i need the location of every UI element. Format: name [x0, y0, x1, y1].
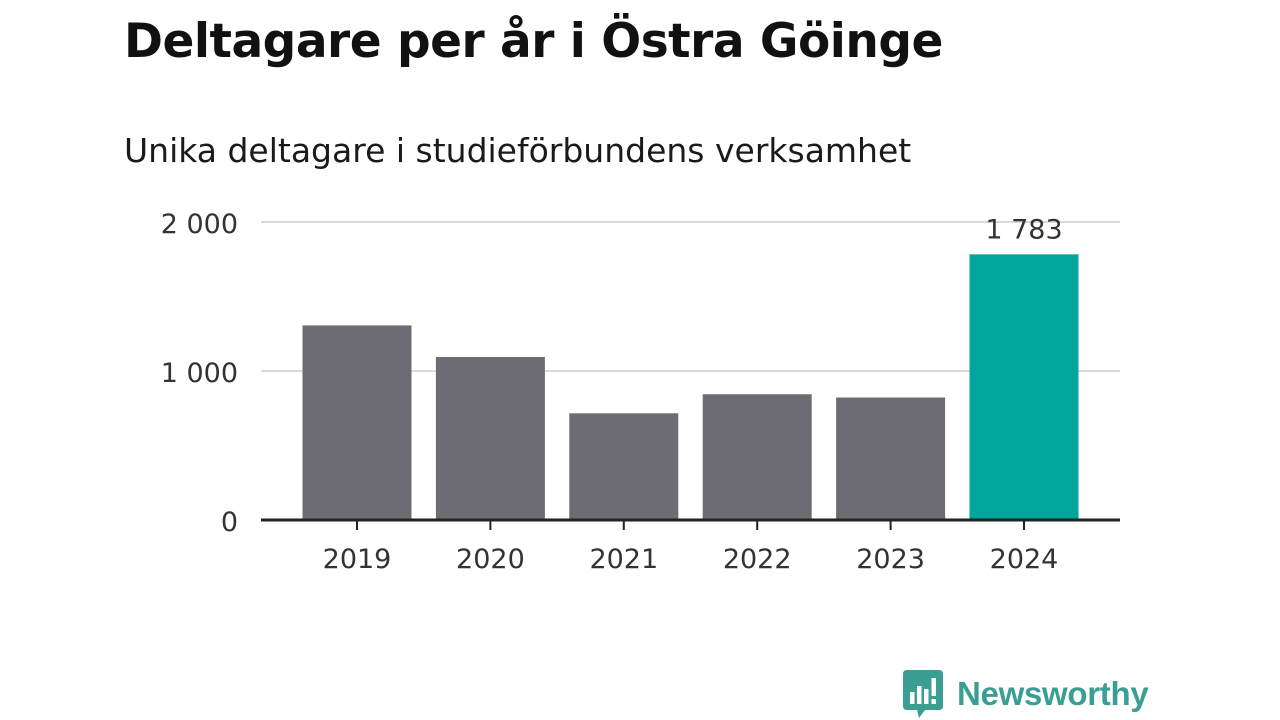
bar-2023	[836, 397, 946, 520]
bar-2024	[969, 254, 1079, 520]
bar-2020	[435, 356, 545, 520]
bars	[302, 254, 1079, 520]
x-tick-label: 2021	[589, 544, 658, 575]
brand-name: Newsworthy	[957, 675, 1149, 712]
x-tick-label: 2024	[990, 544, 1059, 575]
y-tick-label: 2 000	[161, 209, 238, 240]
x-tick-label: 2020	[456, 544, 525, 575]
bar-2019	[302, 325, 412, 520]
x-tick-label: 2022	[723, 544, 792, 575]
data-labels: 1 783	[985, 214, 1062, 245]
y-axis-ticks: 0 1 000 2 000	[161, 209, 238, 538]
chart-title: Deltagare per år i Östra Göinge	[124, 14, 943, 69]
y-tick-label: 1 000	[161, 358, 238, 389]
x-axis-ticks: 2019 2020 2021 2022 2023 2024	[323, 520, 1059, 575]
chart-subtitle: Unika deltagare i studieförbundens verks…	[124, 131, 912, 170]
y-tick-label: 0	[221, 507, 238, 538]
x-tick-label: 2019	[323, 544, 392, 575]
data-label: 1 783	[985, 214, 1062, 245]
newsworthy-logo-icon	[903, 670, 943, 718]
bar-2022	[702, 394, 812, 520]
x-tick-label: 2023	[856, 544, 925, 575]
newsworthy-brand: Newsworthy	[903, 669, 1149, 719]
bar-2021	[569, 413, 679, 520]
